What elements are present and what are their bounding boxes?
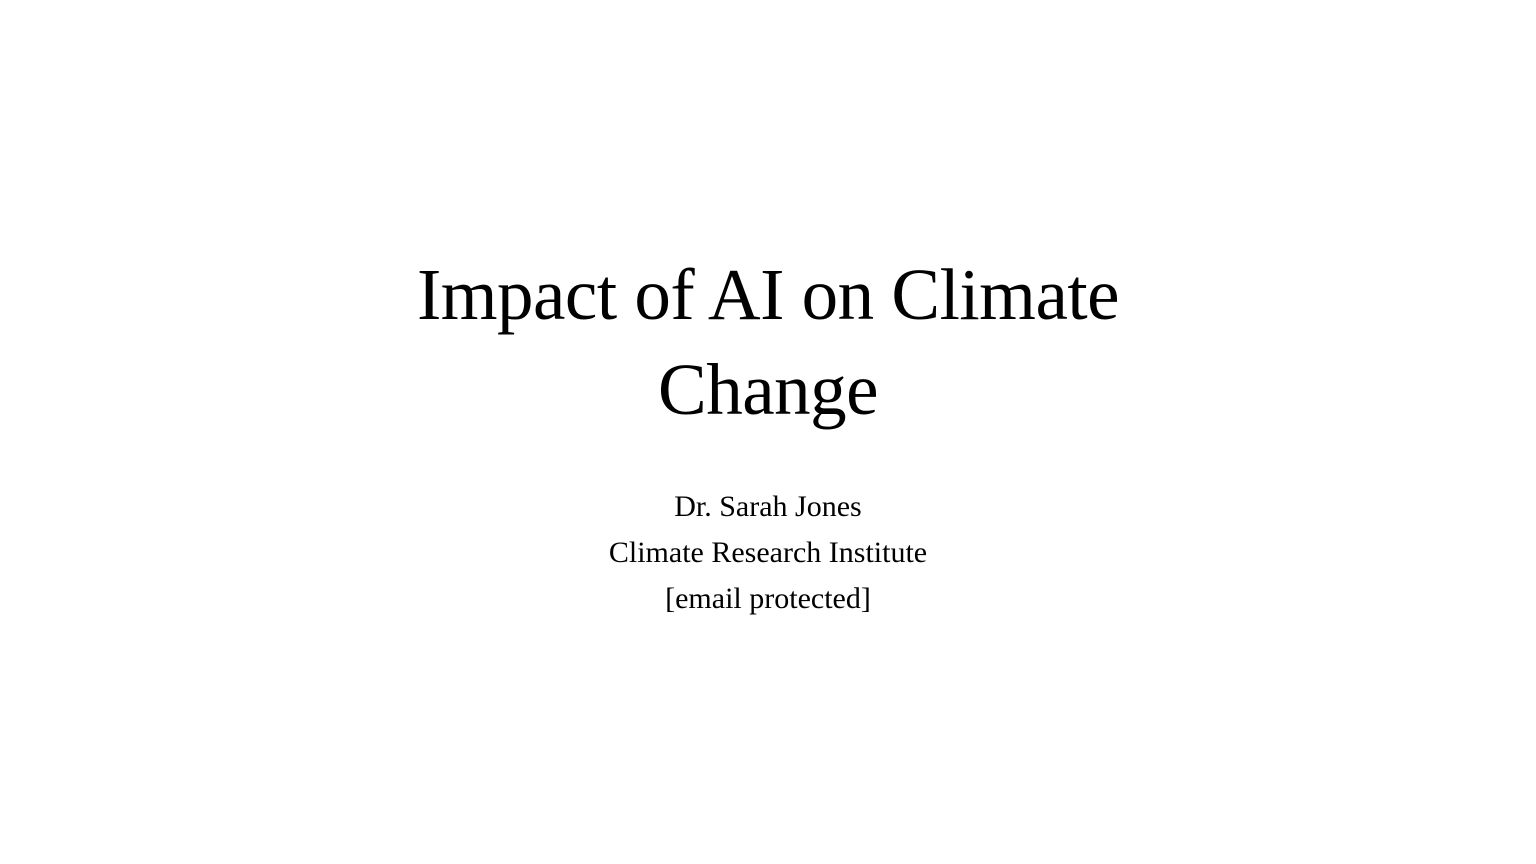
- slide-title: Impact of AI on Climate Change: [318, 247, 1218, 437]
- slide-title-line-2: Change: [658, 349, 879, 430]
- author-affiliation: Climate Research Institute: [608, 536, 928, 569]
- slide-subtitle: Dr. Sarah Jones Climate Research Institu…: [368, 484, 1168, 622]
- slide-title-line-1: Impact of AI on Climate: [416, 254, 1120, 335]
- author-name: Dr. Sarah Jones: [674, 490, 862, 523]
- author-email: [email protected]: [665, 582, 871, 615]
